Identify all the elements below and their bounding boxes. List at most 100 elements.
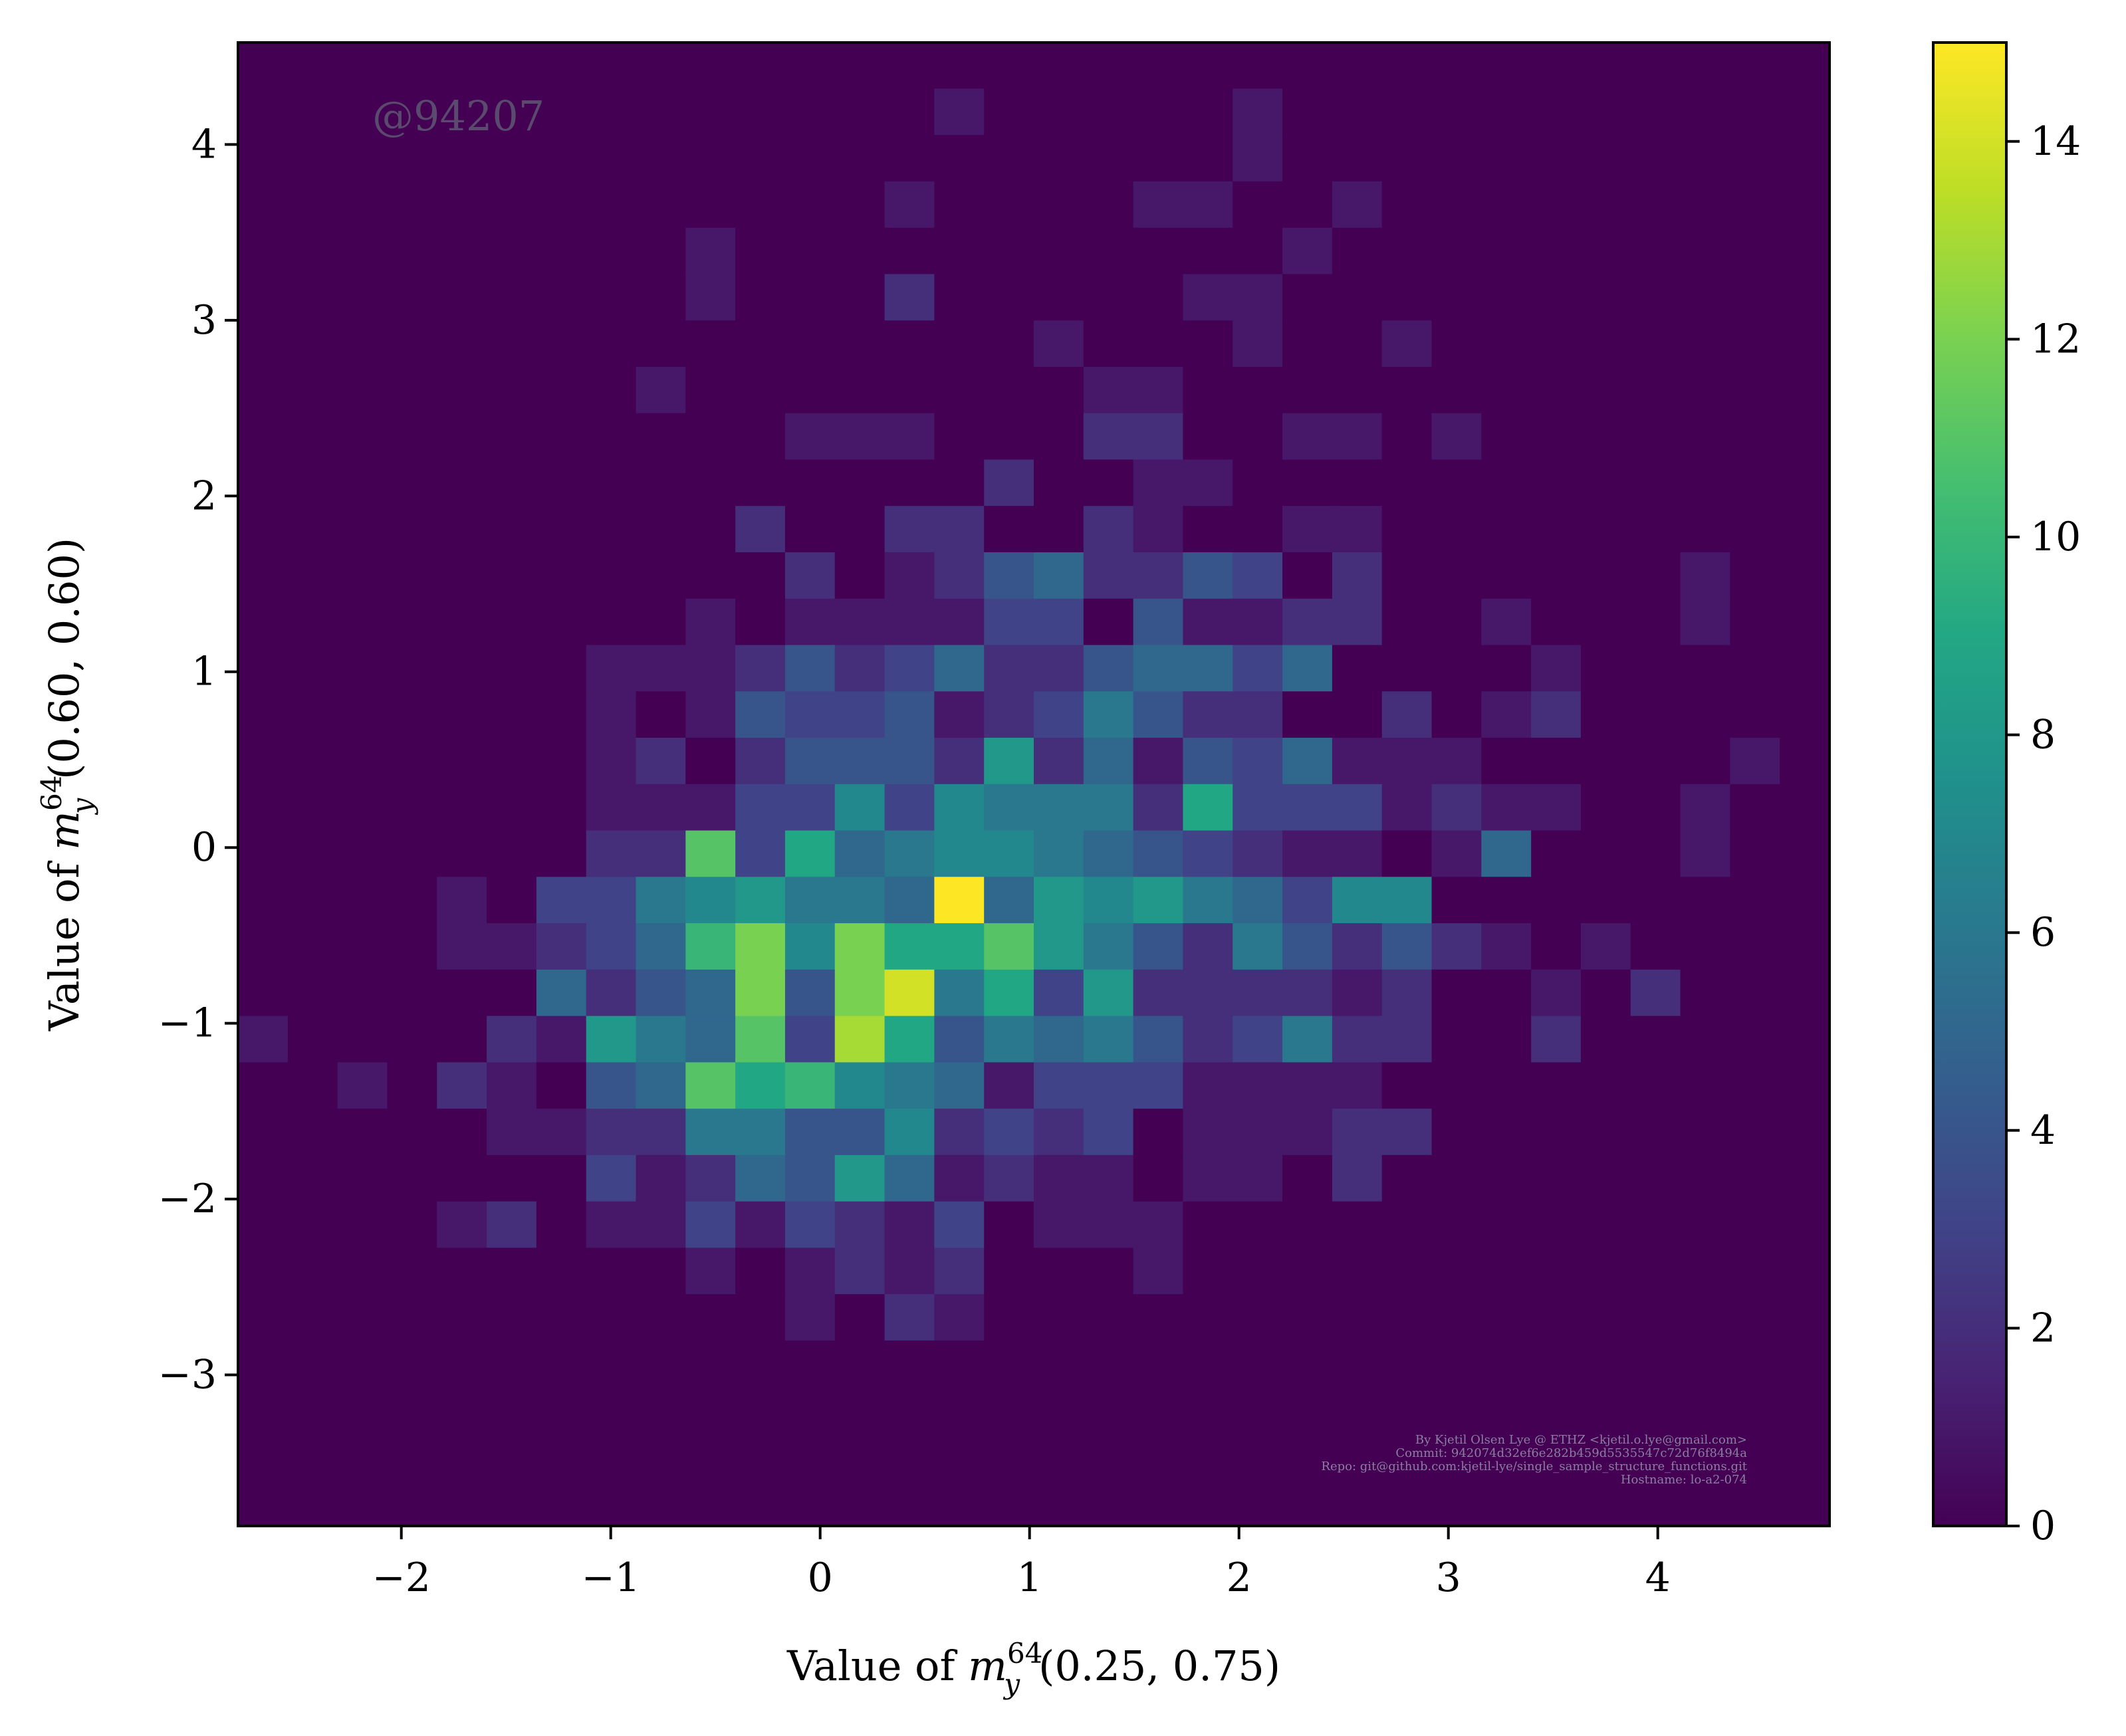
heatmap-cell <box>884 923 935 970</box>
heatmap-cell <box>1332 1386 1383 1434</box>
heatmap-cell <box>834 1062 886 1109</box>
heatmap-cell <box>238 784 289 831</box>
heatmap-cell <box>437 598 487 646</box>
heatmap-cell <box>337 738 388 785</box>
heatmap-cell <box>834 366 886 414</box>
heatmap-cell <box>1183 1201 1233 1249</box>
heatmap-cell <box>238 598 289 646</box>
heatmap-cell <box>1730 506 1780 553</box>
heatmap-cell <box>834 1154 886 1202</box>
heatmap-cell <box>1730 552 1780 599</box>
heatmap-cell <box>1481 830 1532 877</box>
y-tick-label: 1 <box>191 649 217 695</box>
heatmap-cell <box>1282 1433 1333 1480</box>
x-axis-ticks: −2 −1 0 1 2 3 4 <box>372 1526 1671 1601</box>
heatmap-cell <box>1580 274 1631 321</box>
heatmap-cell <box>1531 1016 1582 1063</box>
heatmap-cell <box>536 459 587 506</box>
heatmap-cell <box>784 506 836 553</box>
heatmap-cell <box>636 135 686 182</box>
y-tick-label: −1 <box>158 1000 217 1047</box>
heatmap-cell <box>1133 506 1184 553</box>
heatmap-cell <box>1780 413 1830 461</box>
heatmap-cell <box>1233 1109 1283 1156</box>
heatmap-cell <box>1630 598 1681 646</box>
heatmap-cell <box>1680 366 1730 414</box>
heatmap-cell <box>1332 830 1383 877</box>
heatmap-cell <box>636 1109 686 1156</box>
heatmap-cell <box>1083 1248 1134 1295</box>
heatmap-cell <box>1730 598 1780 646</box>
heatmap-cell <box>735 88 786 136</box>
heatmap-cell <box>735 366 786 414</box>
heatmap-cell <box>1481 1340 1532 1388</box>
heatmap-cell <box>1083 1154 1134 1202</box>
heatmap-cell <box>934 274 985 321</box>
heatmap-cell <box>636 784 686 831</box>
heatmap-cell <box>1531 1201 1582 1249</box>
heatmap-cell <box>1034 784 1084 831</box>
heatmap-cell <box>487 552 537 599</box>
heatmap-cell <box>1282 274 1333 321</box>
heatmap-cell <box>1233 413 1283 461</box>
heatmap-cell <box>487 1294 537 1341</box>
heatmap-cell <box>1531 1294 1582 1341</box>
heatmap-cell <box>1233 645 1283 692</box>
heatmap-cell <box>1431 1433 1482 1480</box>
heatmap-cell <box>1083 413 1134 461</box>
heatmap-cell <box>1780 784 1830 831</box>
heatmap-cell <box>487 181 537 229</box>
heatmap-cell <box>1282 552 1333 599</box>
y-tick-label: 0 <box>191 824 217 871</box>
heatmap-cell <box>1133 88 1184 136</box>
heatmap-cell <box>1233 598 1283 646</box>
heatmap-cell <box>1034 1479 1084 1527</box>
heatmap-cell <box>1531 1433 1582 1480</box>
heatmap-cell <box>1034 830 1084 877</box>
heatmap-cell <box>238 459 289 506</box>
heatmap-cell <box>1183 738 1233 785</box>
heatmap-cell <box>238 42 289 89</box>
heatmap-cell <box>586 1154 637 1202</box>
heatmap-cell <box>1183 1016 1233 1063</box>
heatmap-cell <box>437 784 487 831</box>
heatmap-cell <box>1531 1386 1582 1434</box>
heatmap-cell <box>1780 1109 1830 1156</box>
heatmap-cell <box>487 598 537 646</box>
heatmap-cell <box>487 784 537 831</box>
heatmap-cell <box>1034 552 1084 599</box>
heatmap-cell <box>487 1433 537 1480</box>
heatmap-cell <box>238 969 289 1017</box>
heatmap-cell <box>1034 1154 1084 1202</box>
heatmap-cell <box>1282 923 1333 970</box>
heatmap-cell <box>834 1433 886 1480</box>
heatmap-cell <box>1083 1062 1134 1109</box>
heatmap-cell <box>784 1109 836 1156</box>
heatmap-cell <box>1381 830 1433 877</box>
heatmap-cell <box>984 274 1034 321</box>
heatmap-cell <box>636 1248 686 1295</box>
heatmap-cell <box>1780 1433 1830 1480</box>
heatmap-cell <box>238 1386 289 1434</box>
heatmap-cell <box>685 645 736 692</box>
heatmap-cell <box>1780 877 1830 924</box>
heatmap-cell <box>487 1201 537 1249</box>
heatmap-cell <box>1630 1479 1681 1527</box>
heatmap-cell <box>238 320 289 368</box>
heatmap-cell <box>1531 877 1582 924</box>
heatmap-cell <box>337 830 388 877</box>
heatmap-cell <box>984 1154 1034 1202</box>
heatmap-cell <box>884 1154 935 1202</box>
x-tick-label: 4 <box>1645 1555 1671 1601</box>
heatmap-cell <box>1083 969 1134 1017</box>
heatmap-cell <box>1580 459 1631 506</box>
heatmap-cell <box>1034 135 1084 182</box>
heatmap-cell <box>1034 598 1084 646</box>
heatmap-cell <box>1481 42 1532 89</box>
heatmap-cell <box>337 1016 388 1063</box>
plot-frame <box>237 41 1831 1527</box>
heatmap-cell <box>437 88 487 136</box>
heatmap-cell <box>1083 598 1134 646</box>
heatmap-cell <box>1630 784 1681 831</box>
heatmap-cell <box>1780 1294 1830 1341</box>
